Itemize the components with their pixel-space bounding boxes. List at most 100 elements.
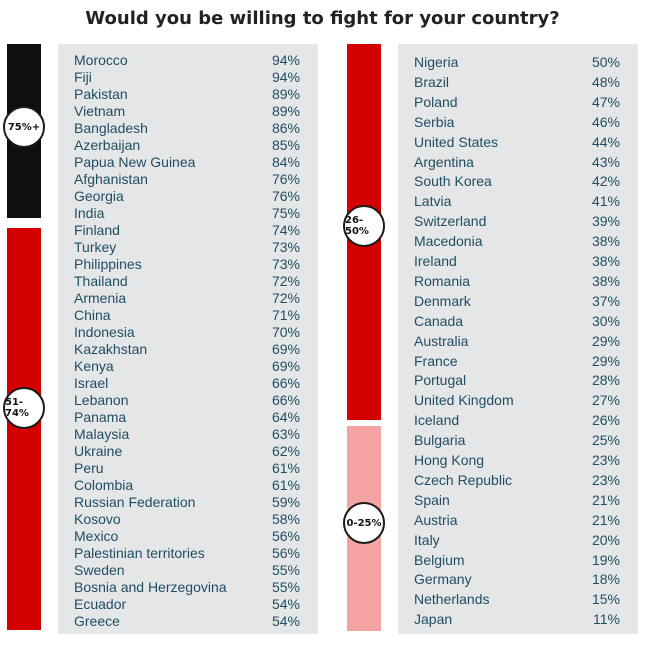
table-row: Morocco 94% <box>58 52 318 69</box>
country-label: Turkey <box>74 239 117 255</box>
percent-value: 18% <box>591 571 620 588</box>
percent-value: 44% <box>591 133 620 150</box>
country-label: India <box>74 205 105 221</box>
percent-value: 27% <box>591 392 620 409</box>
percent-value: 23% <box>591 452 620 468</box>
table-row: Philippines 73% <box>58 256 318 273</box>
percent-value: 71% <box>271 307 300 323</box>
table-row: Peru 61% <box>58 460 318 477</box>
percent-value: 64% <box>271 409 300 425</box>
table-row: Denmark 37% <box>398 293 638 310</box>
percent-value: 11% <box>593 611 620 628</box>
country-label: Poland <box>414 93 458 110</box>
percent-value: 66% <box>271 375 300 391</box>
country-label: Switzerland <box>414 213 487 230</box>
country-label: Bulgaria <box>414 432 466 449</box>
table-row: Ireland 38% <box>398 253 638 270</box>
percent-value: 25% <box>591 432 620 449</box>
table-row: Belgium 19% <box>398 552 638 569</box>
country-label: Denmark <box>414 292 471 309</box>
table-row: France 29% <box>398 353 638 370</box>
table-row: Palestinian territories 56% <box>58 545 318 562</box>
percent-value: 61% <box>271 477 300 493</box>
table-row: Kosovo 58% <box>58 511 318 528</box>
country-label: Palestinian territories <box>74 545 205 561</box>
percent-value: 20% <box>591 531 620 548</box>
group-badge-75-plus: 75%+ <box>3 106 45 148</box>
table-row: Nigeria 50% <box>398 54 638 71</box>
percent-value: 84% <box>271 154 300 170</box>
table-row: Ukraine 62% <box>58 443 318 460</box>
country-label: Czech Republic <box>414 471 513 488</box>
table-row: Thailand 72% <box>58 273 318 290</box>
percent-value: 38% <box>591 253 620 269</box>
percent-value: 39% <box>591 213 620 230</box>
country-label: Austria <box>414 511 458 528</box>
percent-value: 19% <box>591 551 620 568</box>
percent-value: 58% <box>271 511 300 527</box>
table-row: Lebanon 66% <box>58 392 318 409</box>
table-row: Kenya 69% <box>58 358 318 375</box>
country-label: Netherlands <box>414 591 490 608</box>
table-row: Kazakhstan 69% <box>58 341 318 358</box>
country-label: Armenia <box>74 290 127 306</box>
country-label: Spain <box>414 491 450 508</box>
percent-value: 28% <box>591 372 620 389</box>
percent-value: 29% <box>591 332 620 349</box>
percent-value: 89% <box>271 86 300 102</box>
country-label: Iceland <box>414 412 460 429</box>
table-row: Australia 29% <box>398 333 638 350</box>
country-label: Kazakhstan <box>74 341 148 357</box>
country-label: Bangladesh <box>74 120 148 136</box>
table-row: Georgia 76% <box>58 188 318 205</box>
table-row: United States 44% <box>398 134 638 151</box>
table-row: Greece 54% <box>58 613 318 630</box>
table-row: Switzerland 39% <box>398 213 638 230</box>
percent-value: 61% <box>271 460 300 476</box>
percent-value: 54% <box>271 613 300 629</box>
table-row: Ecuador 54% <box>58 596 318 613</box>
country-label: Nigeria <box>414 54 459 70</box>
country-label: South Korea <box>414 173 492 190</box>
percent-value: 26% <box>591 412 620 429</box>
percent-value: 94% <box>271 69 300 85</box>
country-label: Kosovo <box>74 511 121 527</box>
percent-value: 94% <box>271 52 300 68</box>
country-table-left: Morocco 94% Fiji 94% Pakistan 89% Vietnam 89% Ba… <box>58 44 318 634</box>
country-label: Ukraine <box>74 443 123 459</box>
percent-value: 75% <box>271 205 300 221</box>
country-label: France <box>414 352 458 369</box>
percent-value: 69% <box>271 341 300 357</box>
chart-title: Would you be willing to fight for your c… <box>85 8 560 29</box>
percent-value: 38% <box>591 233 620 250</box>
table-row: Austria 21% <box>398 512 638 529</box>
percent-value: 63% <box>271 426 300 442</box>
group-badge-26-50: 26-50% <box>343 205 385 247</box>
country-label: Morocco <box>74 52 128 68</box>
percent-value: 62% <box>271 443 300 459</box>
table-row: Hong Kong 23% <box>398 452 638 469</box>
percent-value: 85% <box>271 137 300 153</box>
country-label: Afghanistan <box>74 171 148 187</box>
country-label: Macedonia <box>414 233 483 250</box>
country-label: Portugal <box>414 372 467 389</box>
country-label: Hong Kong <box>414 452 485 468</box>
percent-value: 76% <box>271 171 300 187</box>
percent-value: 55% <box>271 579 300 595</box>
percent-value: 76% <box>271 188 300 204</box>
country-table-right: Nigeria 50% Brazil 48% Poland 47% Serbia 46% Uni… <box>398 44 638 634</box>
percent-value: 70% <box>271 324 300 340</box>
table-row: Bangladesh 86% <box>58 120 318 137</box>
table-row: Israel 66% <box>58 375 318 392</box>
table-row: Panama 64% <box>58 409 318 426</box>
country-label: Vietnam <box>74 103 126 119</box>
country-label: Israel <box>74 375 109 391</box>
percent-value: 56% <box>271 528 300 544</box>
table-row: China 71% <box>58 307 318 324</box>
table-row: Colombia 61% <box>58 477 318 494</box>
country-label: Panama <box>74 409 127 425</box>
country-label: Russian Federation <box>74 494 196 510</box>
country-label: Georgia <box>74 188 124 204</box>
country-label: Papua New Guinea <box>74 154 196 170</box>
table-row: Mexico 56% <box>58 528 318 545</box>
